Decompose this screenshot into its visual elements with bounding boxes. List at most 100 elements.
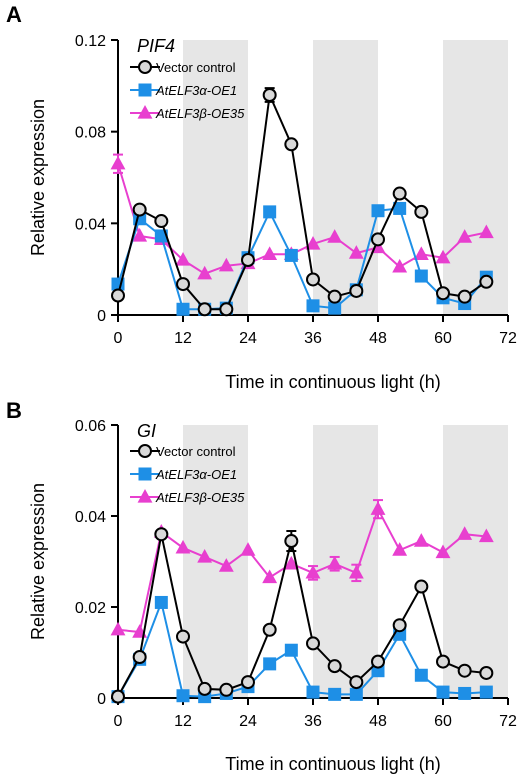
x-tick-label: 72 (499, 713, 517, 730)
y-tick-label: 0.04 (75, 509, 106, 526)
data-point (305, 236, 321, 250)
chart-title: PIF4 (137, 36, 175, 56)
data-point (413, 533, 429, 547)
data-point (262, 569, 278, 584)
legend-marker (138, 83, 152, 97)
data-point (154, 595, 168, 609)
data-point (458, 686, 472, 700)
shaded-band (313, 40, 378, 315)
data-point (132, 202, 147, 217)
y-axis-label: Relative expression (28, 483, 48, 640)
data-point (154, 527, 169, 542)
data-point (263, 205, 277, 219)
data-point (435, 249, 451, 264)
x-tick-label: 36 (304, 713, 322, 730)
x-axis-label: Time in continuous light (h) (225, 372, 440, 392)
data-point (348, 245, 364, 259)
data-point (479, 665, 494, 680)
data-point (414, 668, 428, 682)
chart-panel-b: 0 0.02 0.04 0.06 0 12 24 36 48 60 72 Time in contin… (6, 398, 517, 774)
data-point (371, 204, 385, 218)
data-point (262, 88, 277, 102)
y-tick-label: 0 (97, 691, 106, 708)
data-point (218, 558, 234, 572)
y-tick-label: 0 (97, 308, 106, 325)
data-point (241, 253, 255, 267)
x-tick-label: 0 (114, 713, 123, 730)
data-point (111, 288, 125, 303)
data-point (284, 643, 298, 657)
data-point (262, 246, 278, 260)
data-point (478, 528, 494, 543)
data-point (414, 204, 429, 219)
y-axis-label: Relative expression (28, 99, 48, 256)
series-1 (111, 201, 493, 316)
data-point (479, 274, 494, 289)
series-1 (111, 595, 493, 704)
data-point (197, 681, 212, 696)
data-point (284, 248, 298, 262)
legend-label: Vector control (156, 444, 236, 459)
data-point (284, 137, 299, 152)
data-point (371, 654, 385, 669)
data-point (241, 675, 255, 690)
x-tick-label: 12 (174, 330, 192, 347)
data-point (111, 689, 125, 704)
x-tick-label: 24 (239, 713, 257, 730)
legend-label: AtELF3α-OE1 (155, 467, 237, 482)
data-point (370, 501, 386, 515)
data-point (457, 663, 472, 678)
y-tick-label: 0.02 (75, 600, 106, 617)
data-point (414, 579, 429, 594)
data-point (349, 675, 364, 690)
panel-label: A (6, 2, 22, 27)
data-point (392, 542, 408, 556)
y-tick-label: 0.08 (75, 125, 106, 142)
legend: Vector control AtELF3α-OE1 AtELF3β-OE35 (130, 60, 245, 121)
data-point (262, 622, 277, 637)
data-point (306, 272, 320, 287)
data-point (328, 301, 342, 315)
data-point (306, 299, 320, 313)
series-line (117, 533, 487, 698)
x-tick-label: 36 (304, 330, 322, 347)
data-point (479, 685, 493, 699)
data-point (478, 224, 494, 239)
data-point (436, 286, 450, 301)
data-point (154, 214, 169, 229)
data-point (349, 687, 363, 701)
data-point (283, 555, 299, 570)
data-point (110, 621, 126, 636)
series-0 (111, 87, 494, 317)
data-point (392, 186, 407, 201)
y-tick-label: 0.12 (75, 33, 106, 50)
legend-label: AtELF3β-OE35 (155, 106, 245, 121)
data-point (197, 265, 213, 280)
legend-marker (138, 444, 152, 458)
x-axis-label: Time in continuous light (h) (225, 754, 440, 774)
data-point (327, 289, 342, 304)
data-point (284, 534, 299, 549)
data-point (349, 283, 364, 298)
y-tick-label: 0.06 (75, 418, 106, 435)
x-tick-label: 72 (499, 330, 517, 347)
data-point (414, 269, 428, 283)
data-point (435, 544, 451, 559)
data-point (392, 618, 407, 633)
data-point (328, 687, 342, 701)
legend-marker (138, 60, 152, 74)
series-line (117, 599, 487, 698)
data-point (175, 539, 191, 554)
shaded-band (443, 40, 508, 315)
x-tick-label: 60 (434, 330, 452, 347)
data-point (457, 229, 473, 243)
x-tick-label: 60 (434, 713, 452, 730)
data-point (436, 685, 450, 699)
series-line (117, 506, 487, 634)
legend-label: Vector control (156, 60, 236, 75)
data-point (176, 277, 190, 292)
chart-panel-a: 0 0.04 0.08 0.12 0 12 24 36 48 60 72 Time in contin… (6, 2, 517, 392)
data-point (110, 155, 126, 170)
data-point (176, 629, 190, 644)
data-point (132, 227, 148, 242)
